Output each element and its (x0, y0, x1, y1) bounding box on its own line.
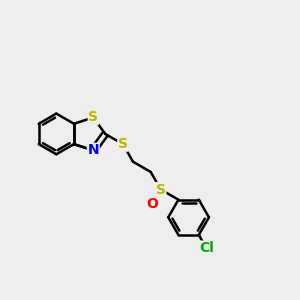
Text: S: S (156, 182, 166, 197)
Text: S: S (88, 110, 98, 124)
Text: O: O (146, 197, 158, 212)
Text: N: N (88, 143, 99, 158)
Text: Cl: Cl (199, 241, 214, 255)
Text: S: S (118, 137, 128, 151)
